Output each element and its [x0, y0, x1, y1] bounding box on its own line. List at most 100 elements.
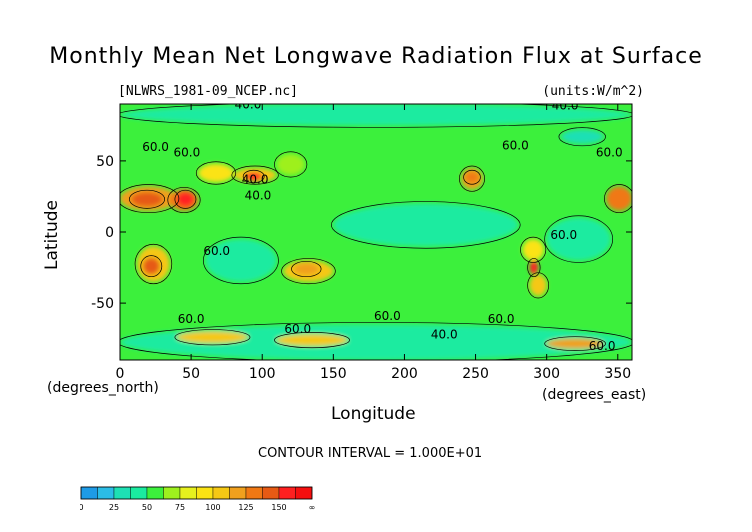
file-label: [NLWRS_1981-09_NCEP.nc] — [118, 84, 299, 99]
contour-interval: CONTOUR INTERVAL = 1.000E+01 — [258, 446, 483, 461]
colorbar-bin — [229, 486, 247, 500]
contour-patagonia — [527, 272, 550, 299]
colorbar-bin — [80, 486, 98, 500]
y-tick-label: -50 — [91, 296, 114, 312]
contour-antarctic-band — [120, 322, 632, 360]
contour-sahara — [120, 184, 180, 214]
contour-andes-north — [520, 236, 547, 263]
contour-label: 60.0 — [203, 244, 230, 258]
field-greenland-edge — [560, 129, 604, 144]
contour-label: 60.0 — [178, 312, 205, 326]
contour-indian-ocean-calm — [202, 236, 279, 285]
field-australia-core — [293, 263, 320, 275]
x-tick-label: 200 — [391, 366, 418, 382]
field-kalahari-core — [142, 257, 160, 275]
contour-east-asia-coast — [274, 151, 308, 178]
contour-label: 60.0 — [589, 339, 616, 353]
colorbar-bin — [97, 486, 115, 500]
colorbar-tick-label: 100 — [205, 503, 220, 512]
contour-arabia — [167, 186, 201, 214]
y-tick-label: 0 — [105, 225, 114, 241]
contour-antarctic-coast-c — [544, 336, 606, 351]
colorbar-bin — [130, 486, 148, 500]
contour-pacific-tropical-calm — [330, 201, 521, 249]
field-atlantic-calm — [546, 217, 611, 261]
field-antarctic-coast-c — [546, 338, 604, 349]
contour-label: 60.0 — [173, 146, 200, 160]
contour-tibet-core — [242, 169, 265, 184]
x-tick-label: 100 — [249, 366, 276, 382]
colorbar-bin — [295, 486, 313, 500]
colorbar-bin — [179, 486, 197, 500]
units-label: (units:W/m^2) — [542, 84, 644, 99]
x-unit-label: (degrees_east) — [542, 387, 647, 403]
contour-australia-core — [291, 260, 322, 278]
contour-label: 40.0 — [242, 173, 269, 187]
x-tick-label: 300 — [533, 366, 560, 382]
contour-label: 60.0 — [488, 312, 515, 326]
field-pacific-tropical-calm — [333, 203, 519, 247]
x-tick-label: 150 — [320, 366, 347, 382]
field-arctic-band — [120, 104, 632, 126]
contour-kalahari-core — [140, 255, 163, 278]
field-antarctic-coast-b — [276, 334, 348, 346]
field-andes-north — [522, 239, 544, 261]
y-tick-label: 50 — [96, 154, 114, 170]
contour-arctic-band — [120, 104, 632, 128]
contour-arabia-core — [174, 189, 197, 209]
contour-label: 60.0 — [374, 309, 401, 323]
contour-western-sahara — [604, 184, 632, 214]
field-indian-ocean-calm — [205, 239, 277, 282]
field-antarctic-coast-a — [176, 331, 248, 343]
colorbar-bin — [163, 486, 181, 500]
contour-atlantic-calm — [544, 215, 614, 263]
field-patagonia — [529, 274, 547, 297]
field-andes-core — [529, 260, 539, 275]
contour-antarctic-coast-a — [174, 329, 251, 346]
colorbar-tick-label: 150 — [271, 503, 286, 512]
x-tick-label: 350 — [604, 366, 631, 382]
colorbar-tick-label: 50 — [142, 503, 152, 512]
colorbar-bin — [245, 486, 263, 500]
contour-north-america-west — [458, 165, 486, 192]
field-antarctic-band — [120, 324, 632, 360]
colorbar-bin — [196, 486, 214, 500]
contour-label: 40.0 — [431, 328, 458, 342]
colorbar: 0 25 50 75 100 125 150 ∞ — [80, 486, 316, 512]
contour-label: 40.0 — [235, 97, 262, 111]
contour-sahara-core — [129, 189, 166, 209]
contour-southern-africa — [134, 243, 173, 285]
x-tick-label: 0 — [116, 366, 125, 382]
colorbar-tick-label: ∞ — [309, 503, 316, 512]
chart-title: Monthly Mean Net Longwave Radiation Flux… — [49, 44, 703, 69]
field-east-asia-coast — [276, 153, 305, 176]
colorbar-bin — [146, 486, 164, 500]
colorbar-tick-label: 75 — [175, 503, 185, 512]
x-tick-label: 50 — [182, 366, 200, 382]
contour-north-america-core — [463, 169, 481, 185]
contour-label: 60.0 — [502, 139, 529, 153]
field-central-asia — [198, 163, 234, 183]
colorbar-bin — [212, 486, 230, 500]
field-arabia-core — [176, 192, 194, 207]
colorbar-bin — [278, 486, 296, 500]
colorbar-tick-label: 25 — [109, 503, 119, 512]
x-tick-label: 250 — [462, 366, 489, 382]
contour-greenland-edge — [558, 127, 606, 147]
field-north-america-core — [465, 172, 479, 183]
field-tibet-core — [245, 172, 263, 181]
map-plot: 40.0 40.060.0 60.060.060.040.040.060.060.0… — [91, 97, 633, 382]
colorbar-tick-label: 125 — [238, 503, 253, 512]
colorbar-tick-label: 0 — [80, 503, 84, 512]
colorbar-frame — [80, 486, 313, 500]
contour-label: 40.0 — [245, 188, 272, 202]
colorbar-bin — [113, 486, 131, 500]
contour-andes-core — [527, 258, 541, 278]
contour-label: 60.0 — [550, 228, 577, 242]
contour-label: 60.0 — [596, 146, 623, 160]
contour-label: 60.0 — [142, 140, 169, 154]
x-axis-label: Longitude — [331, 404, 416, 424]
contour-antarctic-coast-b — [274, 332, 350, 349]
contour-tibet-gobi — [231, 165, 279, 185]
contour-australia — [281, 258, 336, 285]
